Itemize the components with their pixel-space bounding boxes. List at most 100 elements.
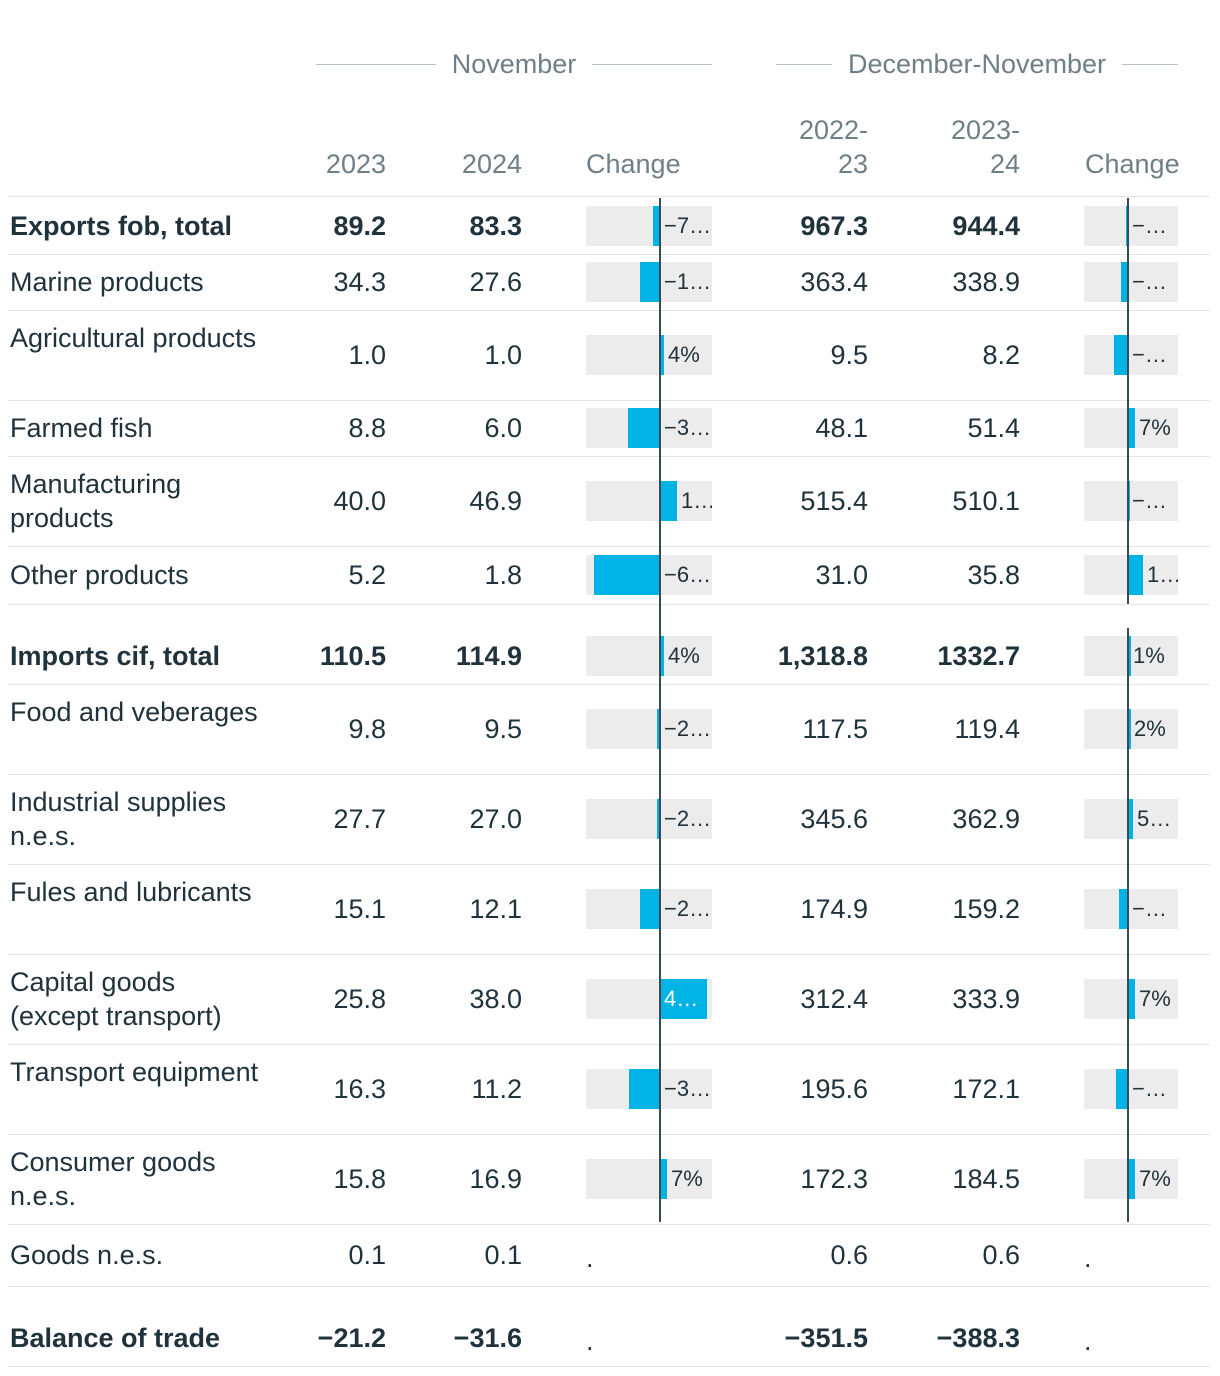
change-nov-bar-fill	[660, 481, 677, 521]
change-nov-bar-label: −2…	[664, 806, 712, 831]
group-label-november: November	[451, 48, 577, 79]
row-divider	[8, 864, 1210, 865]
group-rule-right	[592, 63, 713, 65]
col-header-2022-23-line2: 23	[837, 149, 868, 179]
change-nov-bar-fill	[594, 555, 660, 595]
change-nov-bar-track: −2…	[586, 709, 712, 749]
change-nov-bar-fill	[660, 636, 664, 676]
change-dn-bar-label: −…	[1132, 488, 1167, 513]
change-dn-bar-label: 2%	[1134, 716, 1166, 741]
row-divider	[8, 546, 1210, 547]
change-nov-bar-fill	[640, 889, 660, 929]
value-dn-2022-23: 1,318.8	[777, 641, 868, 671]
change-dn-bar-label: −…	[1132, 269, 1167, 294]
value-dn-2022-23: 363.4	[800, 267, 868, 297]
value-dn-2023-24: 338.9	[952, 267, 1020, 297]
value-dn-2023-24: −388.3	[936, 1323, 1020, 1353]
col-header-2023: 2023	[325, 149, 386, 179]
row-label: Balance of trade	[10, 1323, 221, 1353]
value-dn-2022-23: 195.6	[800, 1074, 868, 1104]
row-divider	[8, 196, 1210, 197]
change-dn-bar-label: 7%	[1139, 415, 1171, 440]
change-nov-bar-label: −3…	[664, 415, 712, 440]
row-divider	[8, 1286, 1210, 1287]
change-dn-bar-track: −…	[1084, 206, 1178, 246]
row-label: Industrial supplies n.e.s.	[10, 787, 227, 851]
row-divider	[8, 456, 1210, 457]
row-label: Food and veberages	[10, 697, 258, 727]
value-nov-2023: 1.0	[348, 340, 386, 370]
change-nov-bar-fill	[653, 206, 660, 246]
change-dn-bar-fill	[1121, 262, 1128, 302]
change-nov-bar-empty: .	[586, 1243, 594, 1273]
change-dn-bar-track: −…	[1084, 262, 1178, 302]
value-nov-2023: 16.3	[333, 1074, 386, 1104]
value-nov-2024: 38.0	[469, 984, 522, 1014]
row-label: Consumer goods n.e.s.	[10, 1147, 216, 1211]
value-dn-2022-23: 9.5	[830, 340, 868, 370]
change-dn-bar-track: −…	[1084, 335, 1178, 375]
col-header-change: Change	[586, 149, 681, 179]
change-nov-bar-fill	[660, 979, 707, 1019]
value-dn-2023-24: 159.2	[952, 894, 1020, 924]
change-nov-bar-label: −2…	[664, 896, 712, 921]
change-dn-bar-track: −…	[1084, 1069, 1178, 1109]
value-dn-2022-23: 345.6	[800, 804, 868, 834]
change-nov-bar-label: −3…	[664, 1076, 712, 1101]
value-nov-2024: 0.1	[484, 1240, 522, 1270]
value-nov-2023: 15.8	[333, 1164, 386, 1194]
change-dn-bar-track: 5…	[1084, 799, 1178, 839]
value-nov-2023: −21.2	[317, 1323, 386, 1353]
value-nov-2024: 114.9	[455, 641, 522, 671]
col-header-2023-24-line2: 24	[989, 149, 1020, 179]
change-nov-bar-track: −2…	[586, 889, 712, 929]
change-dn-bar-fill	[1128, 1159, 1135, 1199]
change-nov-bar-track: −2…	[586, 799, 712, 839]
value-nov-2024: 27.0	[469, 804, 522, 834]
row-label: Exports fob, total	[10, 211, 232, 241]
value-dn-2023-24: 184.5	[952, 1164, 1020, 1194]
change-nov-bar-track: −3…	[586, 1069, 712, 1109]
change-nov-bar-fill	[657, 799, 660, 839]
value-nov-2024: 6.0	[484, 413, 522, 443]
value-dn-2023-24: 8.2	[982, 340, 1020, 370]
value-nov-2023: 27.7	[333, 804, 386, 834]
group-header-november: November	[316, 46, 713, 82]
value-nov-2023: 9.8	[348, 714, 386, 744]
change-nov-bar-track: 4%	[586, 636, 712, 676]
change-dn-bar-track: 7%	[1084, 408, 1178, 448]
row-label: Capital goods (except transport)	[10, 967, 222, 1031]
change-nov-bar-fill	[660, 1159, 667, 1199]
change-nov-bar-track: 47%	[586, 979, 712, 1019]
change-dn-bar-label: 1%	[1133, 643, 1165, 668]
change-dn-zero-axis	[1127, 198, 1129, 604]
change-dn-bar-fill	[1128, 636, 1131, 676]
change-nov-bar-track: 4%	[586, 335, 712, 375]
group-label-dec-nov: December-November	[847, 48, 1107, 79]
col-header-2023-24-line1: 2023-	[950, 115, 1020, 145]
change-dn-bar-track: −…	[1084, 889, 1178, 929]
value-dn-2023-24: 1332.7	[937, 641, 1020, 671]
value-dn-2022-23: 967.3	[800, 211, 868, 241]
change-nov-bar-track: 17%	[586, 481, 712, 521]
value-dn-2023-24: 944.4	[952, 211, 1020, 241]
change-dn-bar-empty: .	[1084, 1243, 1092, 1273]
col-header-2024: 2024	[461, 149, 522, 179]
row-divider	[8, 954, 1210, 955]
row-divider	[8, 1044, 1210, 1045]
change-nov-bar-track: −3…	[586, 408, 712, 448]
change-nov-bar-track: −7…	[586, 206, 712, 246]
change-dn-bar-label: 7%	[1139, 986, 1171, 1011]
row-divider	[8, 604, 1210, 605]
group-rule-right	[1122, 63, 1178, 65]
row-label: Manufacturing products	[10, 469, 182, 533]
change-nov-bar-fill	[628, 408, 660, 448]
change-nov-zero-axis	[659, 628, 661, 1222]
row-label: Transport equipment	[10, 1057, 259, 1087]
value-dn-2022-23: 0.6	[830, 1240, 868, 1270]
change-dn-bar-empty: .	[1084, 1326, 1092, 1356]
change-dn-bar-fill	[1128, 709, 1131, 749]
change-dn-bar-track: 2%	[1084, 709, 1178, 749]
value-nov-2024: 27.6	[469, 267, 522, 297]
value-dn-2023-24: 35.8	[967, 560, 1020, 590]
